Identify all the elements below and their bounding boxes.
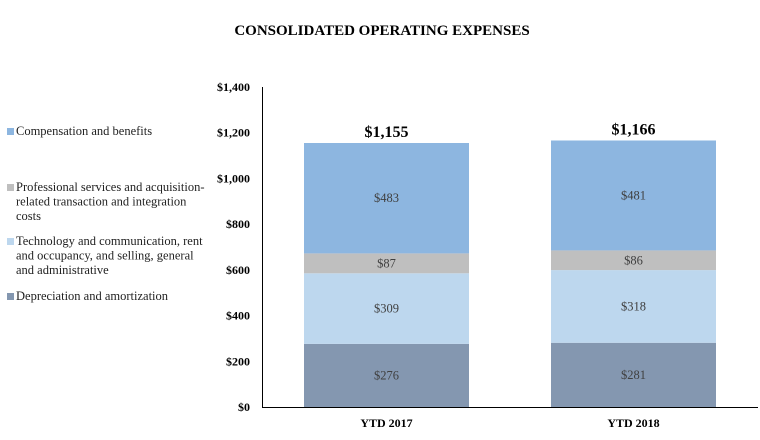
chart-title: CONSOLIDATED OPERATING EXPENSES <box>234 23 529 39</box>
bar-segment <box>304 143 469 254</box>
legend-label: and occupancy, and selling, general <box>16 249 194 263</box>
y-tick-label: $1,200 <box>217 126 250 140</box>
segment-label: $281 <box>621 368 646 382</box>
y-tick-label: $200 <box>226 354 250 368</box>
bar-segment <box>551 342 716 407</box>
segment-label: $86 <box>624 253 643 267</box>
y-tick-label: $0 <box>238 400 250 414</box>
segment-label: $318 <box>621 299 646 313</box>
legend-swatch <box>7 293 14 300</box>
segment-label: $483 <box>374 191 399 205</box>
bar-segment <box>551 140 716 251</box>
x-tick-label: YTD 2018 <box>607 416 659 430</box>
legend-label: related transaction and integration <box>16 195 187 209</box>
legend-item: Compensation and benefits <box>7 124 152 138</box>
legend-item: Depreciation and amortization <box>7 289 169 303</box>
legend-swatch <box>7 184 14 191</box>
legend-label: and administrative <box>16 263 109 277</box>
total-label: $1,155 <box>365 124 409 141</box>
legend-swatch <box>7 238 14 245</box>
legend-swatch <box>7 128 14 135</box>
y-tick-label: $600 <box>226 263 250 277</box>
x-axis-ticks: YTD 2017 YTD 2018 <box>360 416 659 430</box>
segment-label: $276 <box>374 368 399 382</box>
y-axis-ticks: $0 $200 $400 $600 $800 $1,000 $1,200 $1,400 <box>217 80 250 414</box>
legend-label: Professional services and acquisition- <box>16 180 205 194</box>
total-label: $1,166 <box>612 121 656 138</box>
bar-segment <box>304 273 469 344</box>
y-tick-label: $800 <box>226 217 250 231</box>
y-tick-label: $1,000 <box>217 171 250 185</box>
y-tick-label: $1,400 <box>217 80 250 94</box>
bar-segment <box>551 250 716 271</box>
bar-segment <box>304 253 469 274</box>
legend-label: costs <box>16 209 41 223</box>
legend-label: Technology and communication, rent <box>16 234 203 248</box>
x-tick-label: YTD 2017 <box>360 416 412 430</box>
legend: Compensation and benefits Professional se… <box>7 124 205 303</box>
y-tick-label: $400 <box>226 309 250 323</box>
bar-segment <box>551 270 716 343</box>
segment-label: $309 <box>374 302 399 316</box>
legend-label: Depreciation and amortization <box>16 289 169 303</box>
segment-label: $87 <box>377 256 396 270</box>
legend-label: Compensation and benefits <box>16 124 152 138</box>
bar-segment <box>304 343 469 407</box>
segment-label: $481 <box>621 188 646 202</box>
legend-item: Professional services and acquisition-re… <box>7 180 205 223</box>
bars: $276 $309 $87 $483 $1,155 $281 $318 $86 $481 $1,1… <box>304 121 716 407</box>
